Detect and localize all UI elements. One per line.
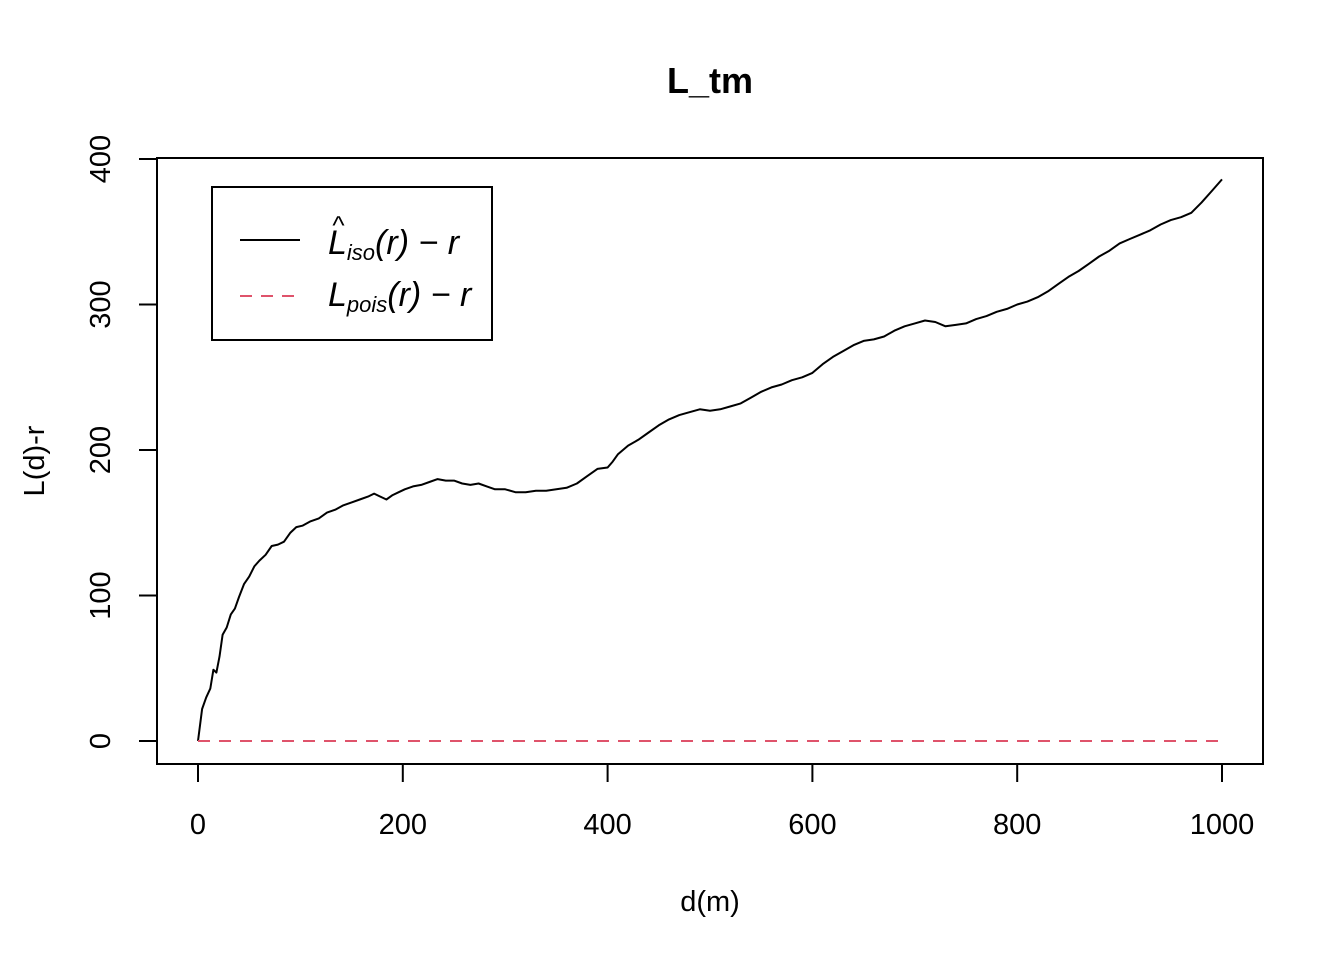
series-layer xyxy=(197,178,1223,742)
y-axis: 0 100 200 300 400 xyxy=(85,135,158,749)
legend-label-pois: Lpois(r) − r xyxy=(328,276,473,317)
y-tick-label: 0 xyxy=(85,733,117,749)
y-tick-label: 200 xyxy=(85,426,117,474)
y-axis-label: L(d)-r xyxy=(19,425,51,496)
x-tick-label: 200 xyxy=(379,809,427,841)
legend-entry-pois: Lpois(r) − r xyxy=(240,276,473,317)
legend: Liso(r) − r ^ Lpois(r) − r xyxy=(211,186,493,341)
y-tick-label: 100 xyxy=(85,571,117,619)
legend-box xyxy=(211,186,493,341)
x-tick-label: 600 xyxy=(788,809,836,841)
x-tick-label: 1000 xyxy=(1190,809,1255,841)
legend-hat-iso: ^ xyxy=(332,210,345,240)
legend-entry-iso: Liso(r) − r ^ xyxy=(240,210,461,265)
x-axis-label: d(m) xyxy=(680,886,740,918)
y-tick-label: 400 xyxy=(85,135,117,183)
x-tick-label: 0 xyxy=(190,809,206,841)
legend-label-iso: Liso(r) − r xyxy=(328,224,461,265)
x-tick-label: 400 xyxy=(583,809,631,841)
x-tick-label: 800 xyxy=(993,809,1041,841)
x-axis: 0 200 400 600 800 1000 xyxy=(190,763,1255,841)
chart-title: L_tm xyxy=(667,60,753,101)
series-line-iso xyxy=(197,178,1223,742)
y-tick-label: 300 xyxy=(85,280,117,328)
